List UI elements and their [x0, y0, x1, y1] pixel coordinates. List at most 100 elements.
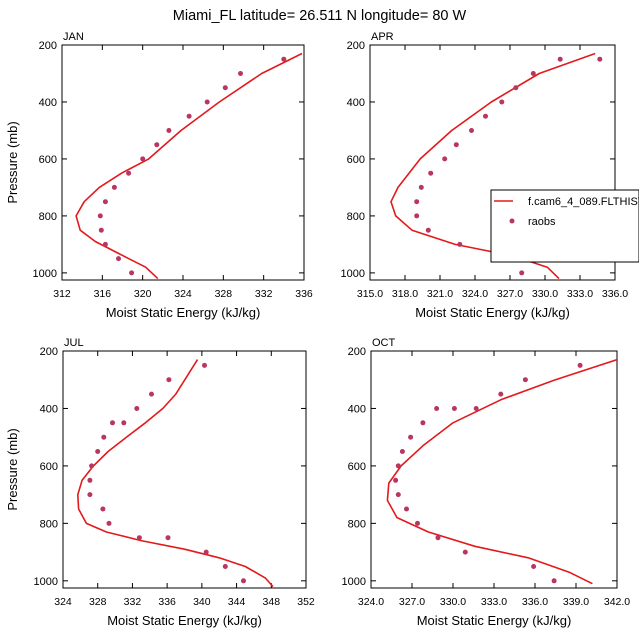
- raobs-point: [557, 56, 563, 62]
- y-tick-label: 800: [39, 211, 57, 223]
- raobs-point: [395, 492, 401, 498]
- raobs-point: [404, 506, 409, 512]
- x-tick-label: 339.0: [563, 596, 589, 608]
- x-tick-label: 328: [89, 596, 107, 608]
- raobs-point: [462, 549, 468, 555]
- x-tick-label: 330.0: [532, 288, 558, 300]
- raobs-point: [102, 241, 108, 247]
- raobs-point: [202, 362, 207, 368]
- raobs-point: [238, 71, 243, 76]
- raobs-point: [106, 520, 112, 526]
- x-tick-label: 336.0: [602, 288, 628, 300]
- x-tick-label: 324.0: [462, 288, 488, 300]
- panel-apr: APR 315.0 318.0 321.0 324.0 327.0 330.0 333.0 33…: [341, 31, 629, 320]
- raobs-point: [415, 520, 420, 526]
- x-tick-label: 324: [54, 596, 72, 608]
- raobs-point: [519, 270, 525, 276]
- x-tick-label: 332: [255, 288, 273, 300]
- x-tick-label: 344: [228, 596, 246, 608]
- raobs-point: [428, 170, 434, 176]
- plot-frame: [369, 44, 616, 281]
- raobs-point: [140, 156, 146, 162]
- raobs-point: [111, 184, 117, 190]
- raobs-point: [577, 362, 583, 368]
- legend-raobs-label: raobs: [528, 216, 556, 228]
- raobs-point: [551, 578, 557, 584]
- y-tick-label: 800: [40, 518, 58, 530]
- raobs-point: [102, 199, 108, 205]
- raobs-point: [434, 406, 440, 411]
- x-tick-label: 320: [134, 288, 152, 300]
- x-tick-label: 318.0: [392, 288, 418, 300]
- raobs-point: [457, 241, 463, 247]
- x-tick-label: 336: [295, 288, 313, 300]
- raobs-point: [203, 549, 209, 555]
- y-tick-label: 1000: [34, 576, 58, 588]
- raobs-point: [116, 256, 121, 262]
- raobs-point: [498, 391, 504, 397]
- x-tick-label: 330.0: [440, 596, 466, 608]
- y-tick-label: 1000: [33, 268, 57, 280]
- raobs-point: [453, 142, 459, 148]
- y-tick-label: 400: [39, 97, 57, 109]
- x-tick-label: 328: [215, 288, 233, 300]
- y-tick-label: 400: [40, 403, 58, 415]
- y-tick-label: 600: [40, 461, 58, 473]
- x-axis-label: Moist Static Energy (kJ/kg): [415, 305, 570, 320]
- y-axis-label: Pressure (mb): [5, 428, 20, 510]
- model-line: [386, 358, 617, 585]
- raobs-point: [166, 128, 172, 133]
- x-axis-label: Moist Static Energy (kJ/kg): [417, 613, 572, 628]
- plot-frame: [61, 44, 305, 281]
- panel-oct: OCT 324.0 327.0 330.0 333.0 336.0 339.0 342.0 20…: [342, 337, 631, 628]
- raobs-point: [473, 406, 479, 411]
- x-tick-label: 333.0: [481, 596, 507, 608]
- raobs-point: [149, 391, 154, 397]
- raobs-point: [87, 492, 93, 498]
- raobs-point: [186, 113, 192, 119]
- x-tick-label: 348: [263, 596, 281, 608]
- x-tick-label: 315.0: [357, 288, 383, 300]
- y-tick-label: 600: [347, 154, 365, 166]
- x-tick-label: 312: [53, 288, 71, 300]
- raobs-point: [408, 434, 414, 440]
- panel-jul: JUL 324 328 332 336 340 344 348 352 200 400 600 800 1…: [5, 337, 315, 628]
- raobs-point: [204, 99, 210, 105]
- raobs-point: [414, 213, 420, 219]
- raobs-point: [281, 56, 287, 62]
- x-tick-label: 332: [124, 596, 142, 608]
- x-axis-label: Moist Static Energy (kJ/kg): [107, 613, 262, 628]
- panel-label: OCT: [372, 337, 396, 349]
- x-tick-label: 327.0: [399, 596, 425, 608]
- legend-box: [490, 189, 639, 263]
- legend-raobs-marker: [509, 218, 515, 224]
- raobs-point: [513, 85, 519, 91]
- y-tick-label: 200: [39, 40, 57, 52]
- x-tick-label: 333.0: [567, 288, 593, 300]
- model-line: [75, 52, 303, 280]
- y-tick-label: 1000: [341, 268, 365, 280]
- panel-label: APR: [371, 31, 394, 43]
- x-axis-label: Moist Static Energy (kJ/kg): [106, 305, 261, 320]
- plot-frame: [62, 350, 307, 589]
- x-tick-label: 324.0: [358, 596, 384, 608]
- x-tick-label: 321.0: [427, 288, 453, 300]
- raobs-point: [89, 463, 95, 469]
- raobs-point: [522, 377, 528, 383]
- panel-label: JAN: [63, 31, 84, 43]
- raobs-point: [418, 184, 424, 190]
- raobs-point: [165, 535, 171, 541]
- raobs-point: [425, 227, 431, 233]
- raobs-point: [393, 477, 399, 483]
- raobs-point: [395, 463, 401, 469]
- raobs-point: [134, 406, 140, 411]
- y-tick-label: 800: [347, 211, 365, 223]
- raobs-point: [95, 449, 101, 454]
- model-line: [77, 359, 274, 588]
- raobs-point: [121, 420, 127, 426]
- raobs-point: [97, 213, 103, 219]
- y-tick-label: 200: [347, 40, 365, 52]
- raobs-point: [420, 420, 426, 426]
- raobs-point: [483, 113, 488, 119]
